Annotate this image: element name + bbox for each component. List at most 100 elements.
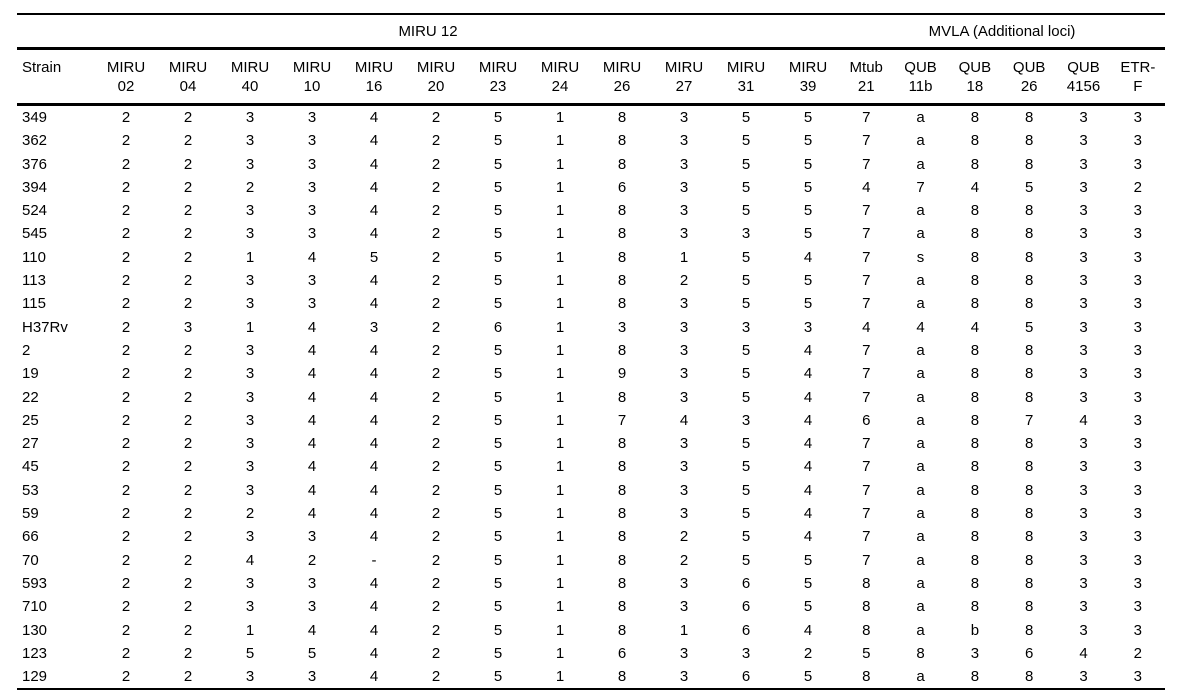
table-cell: 2 — [183, 365, 193, 383]
table-row: 45 2 2 3 4 4 2 5 1 8 3 5 4 7 a 8 8 3 3 — [17, 455, 1165, 478]
table-cell: 4 — [369, 458, 379, 476]
table-cell: 2 — [183, 458, 193, 476]
table-cell: 5 — [493, 202, 503, 220]
table-row: 524 2 2 3 3 4 2 5 1 8 3 5 5 7 a 8 8 3 3 — [17, 199, 1165, 222]
table-cell: 3 — [245, 668, 255, 686]
table-cell: 2 — [183, 411, 193, 429]
table-cell: 8 — [970, 155, 980, 173]
table-cell: 2 — [121, 574, 131, 592]
table-cell: 5 — [493, 551, 503, 569]
table-row: 19 2 2 3 4 4 2 5 1 9 3 5 4 7 a 8 8 3 3 — [17, 362, 1165, 385]
table-cell: 7 — [862, 202, 871, 220]
table-row: 545 2 2 3 3 4 2 5 1 8 3 3 5 7 a 8 8 3 3 — [17, 222, 1165, 245]
column-header-line2: 24 — [551, 78, 569, 95]
table-cell: a — [916, 435, 925, 453]
table-cell: 2 — [121, 248, 131, 266]
table-cell: 3 — [307, 202, 317, 220]
table-cell: 5 — [493, 248, 503, 266]
column-header-line2: 27 — [675, 78, 693, 95]
table-cell: 7 — [862, 109, 871, 126]
table-cell: 2 — [121, 435, 131, 453]
table-cell: 4 — [369, 388, 379, 406]
group-header-mvla: MVLA (Additional loci) — [839, 14, 1165, 50]
table-cell: 2 — [431, 178, 441, 196]
strain-typing-table: MIRU 12 MVLA (Additional loci) Strain MIR… — [17, 13, 1165, 691]
table-cell: - — [371, 551, 377, 569]
table-cell: 2 — [431, 574, 441, 592]
table-cell: 3 — [245, 272, 255, 290]
table-cell: 8 — [970, 225, 980, 243]
table-cell: 2 — [431, 202, 441, 220]
table-cell: 2 — [1133, 644, 1142, 662]
column-header-line2: 4156 — [1066, 78, 1101, 95]
table-cell: 7 — [862, 551, 871, 569]
column-header-line2: 39 — [799, 78, 817, 95]
table-cell: 3 — [307, 109, 317, 126]
table-cell: 3 — [1079, 155, 1088, 173]
table-cell: 2 — [121, 388, 131, 406]
table-cell: a — [916, 272, 925, 290]
strain-cell: 545 — [22, 225, 48, 243]
table-cell: 2 — [431, 551, 441, 569]
table-cell: 3 — [679, 644, 689, 662]
table-cell: a — [916, 668, 925, 686]
table-cell: 5 — [741, 458, 751, 476]
table-cell: a — [916, 295, 925, 313]
table-cell: 8 — [617, 202, 627, 220]
table-cell: 5 — [862, 644, 871, 662]
table-row: 70 2 2 4 2 - 2 5 1 8 2 5 5 7 a 8 8 3 3 — [17, 549, 1165, 572]
table-cell: 2 — [121, 481, 131, 499]
table-cell: 5 — [741, 202, 751, 220]
table-cell: 8 — [970, 668, 980, 686]
table-cell: 1 — [555, 132, 565, 150]
table-cell: 5 — [493, 574, 503, 592]
column-header: MIRU 04 — [157, 48, 219, 106]
table-cell: 4 — [803, 388, 813, 406]
table-cell: a — [916, 132, 925, 150]
table-cell: 3 — [307, 528, 317, 546]
table-cell: 5 — [493, 225, 503, 243]
table-cell: 3 — [245, 202, 255, 220]
table-cell: 2 — [183, 341, 193, 359]
column-header-line1: Mtub — [849, 59, 883, 76]
table-cell: a — [916, 411, 925, 429]
strain-cell: 2 — [22, 341, 31, 359]
strain-cell: 710 — [22, 598, 48, 616]
table-cell: 7 — [862, 155, 871, 173]
table-cell: 3 — [679, 295, 689, 313]
column-header: Mtub 21 — [839, 48, 894, 106]
table-cell: 8 — [1025, 458, 1034, 476]
table-cell: 5 — [803, 668, 813, 686]
table-cell: 5 — [307, 644, 317, 662]
table-cell: 5 — [741, 551, 751, 569]
table-cell: 8 — [617, 109, 627, 126]
table-cell: a — [916, 598, 925, 616]
table-cell: 4 — [803, 248, 813, 266]
table-cell: 3 — [1133, 505, 1142, 523]
table-cell: 2 — [121, 341, 131, 359]
table-cell: 5 — [741, 481, 751, 499]
table-cell: 3 — [1079, 551, 1088, 569]
strain-cell: 394 — [22, 178, 48, 196]
table-cell: 2 — [431, 388, 441, 406]
table-cell: a — [916, 574, 925, 592]
table-cell: 5 — [245, 644, 255, 662]
table-cell: 3 — [245, 155, 255, 173]
table-cell: 4 — [307, 621, 317, 639]
table-cell: 4 — [369, 621, 379, 639]
table-cell: 5 — [741, 248, 751, 266]
table-cell: 8 — [617, 225, 627, 243]
table-cell: 5 — [493, 644, 503, 662]
strain-cell: 113 — [22, 272, 46, 290]
table-cell: 3 — [307, 272, 317, 290]
column-header-line2: 11b — [908, 78, 933, 95]
table-cell: 5 — [741, 109, 751, 126]
table-cell: 8 — [1025, 388, 1034, 406]
table-cell: 2 — [245, 505, 255, 523]
strain-cell: 349 — [22, 109, 48, 126]
table-cell: 4 — [1079, 644, 1088, 662]
table-cell: 3 — [1079, 621, 1088, 639]
column-header-line1: MIRU — [230, 59, 270, 76]
table-cell: 7 — [862, 505, 871, 523]
table-cell: 2 — [307, 551, 317, 569]
